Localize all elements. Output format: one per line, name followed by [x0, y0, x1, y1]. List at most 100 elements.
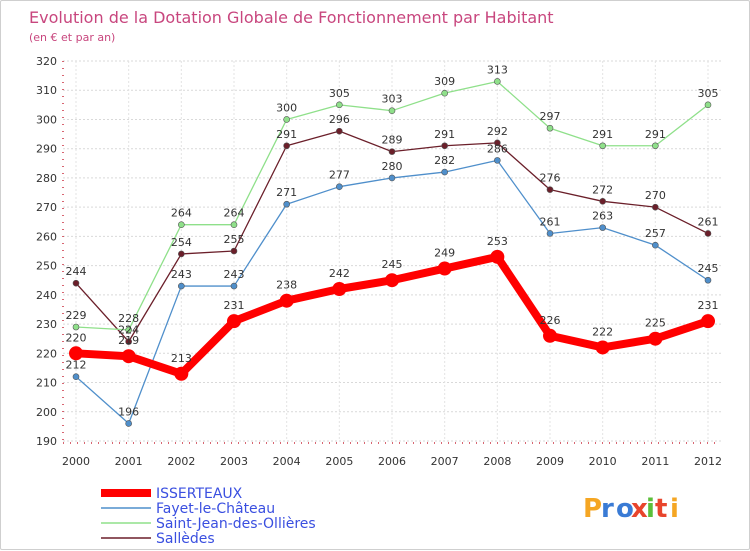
data-point: [704, 276, 712, 284]
data-label: 212: [66, 359, 87, 372]
data-label: 253: [487, 235, 508, 248]
x-tick-label: 2010: [589, 455, 617, 468]
data-label: 255: [224, 233, 245, 246]
data-label: 289: [382, 134, 403, 147]
logo-letter: P: [583, 494, 602, 524]
series-layer: [69, 78, 715, 427]
x-tick-label: 2011: [641, 455, 669, 468]
data-point: [72, 279, 80, 287]
data-label: 243: [171, 268, 192, 281]
y-tick-label: 210: [36, 377, 57, 390]
y-tick-label: 320: [36, 55, 57, 68]
data-point: [543, 328, 557, 343]
data-label: 296: [329, 113, 350, 126]
x-tick-label: 2000: [62, 455, 90, 468]
x-tick-label: 2007: [431, 455, 459, 468]
y-tick-label: 260: [36, 230, 57, 243]
data-point: [178, 221, 185, 228]
data-label: 291: [592, 128, 613, 141]
x-tick-label: 2005: [325, 455, 353, 468]
data-label: 231: [698, 299, 719, 312]
x-tick-label: 2012: [694, 455, 722, 468]
data-point: [704, 230, 712, 237]
data-point: [336, 183, 343, 190]
data-point: [652, 203, 659, 211]
data-point: [385, 273, 399, 288]
data-label-layer: 244 224 254 255 291 296 289 291 292 276 272 270 261 2…: [66, 63, 719, 418]
data-point: [599, 224, 606, 231]
legend-label: Saint-Jean-des-Ollières: [156, 516, 316, 532]
x-tick-label: 2001: [115, 455, 143, 468]
data-label: 286: [487, 142, 508, 155]
data-label: 297: [540, 110, 561, 123]
data-point: [441, 168, 448, 176]
data-label: 257: [645, 227, 666, 240]
y-tick-label: 290: [36, 143, 57, 156]
data-point: [652, 241, 659, 249]
data-point: [441, 142, 448, 150]
data-point: [227, 314, 241, 329]
legend: ISSERTEAUXFayet-le-ChâteauSaint-Jean-des…: [101, 486, 316, 547]
data-label: 242: [329, 267, 350, 280]
y-tick-label: 220: [36, 347, 57, 360]
data-label: 264: [171, 207, 192, 220]
data-label: 291: [276, 128, 297, 141]
data-point: [336, 101, 343, 109]
data-point: [441, 89, 448, 97]
data-label: 300: [276, 101, 297, 114]
data-label: 261: [540, 215, 561, 228]
data-point: [648, 331, 663, 346]
data-label: 245: [382, 258, 403, 271]
data-point: [283, 200, 290, 208]
data-label: 303: [382, 93, 403, 106]
data-point: [652, 142, 659, 150]
data-point: [336, 127, 343, 135]
x-tick-label: 2006: [378, 455, 406, 468]
data-label: 229: [66, 309, 87, 322]
data-point: [388, 107, 396, 114]
data-point: [121, 349, 136, 364]
x-tick-label: 2004: [273, 455, 301, 468]
legend-label: ISSERTEAUX: [156, 486, 243, 502]
data-point: [704, 101, 712, 109]
data-label: 276: [540, 172, 561, 185]
data-label: 291: [434, 128, 455, 141]
y-tick-label: 250: [36, 260, 57, 273]
data-label: 224: [118, 324, 139, 337]
x-tick-label: 2002: [167, 455, 195, 468]
data-point: [494, 139, 501, 147]
data-point: [546, 230, 554, 237]
x-tick-label: 2008: [483, 455, 511, 468]
logo-letter: x: [631, 494, 648, 524]
data-label: 282: [434, 154, 455, 167]
data-point: [388, 174, 396, 182]
data-label: 238: [276, 279, 297, 292]
data-label: 313: [487, 63, 508, 76]
data-point: [494, 78, 501, 85]
data-label: 264: [224, 207, 245, 220]
legend-label: Fayet-le-Château: [156, 501, 275, 517]
data-point: [72, 323, 80, 331]
logo-letter: t: [655, 494, 667, 524]
logo-letter: i: [646, 494, 655, 524]
y-tick-label: 280: [36, 172, 57, 185]
data-label: 280: [382, 160, 403, 173]
data-label: 225: [645, 317, 666, 330]
data-label: 220: [66, 331, 87, 344]
data-point: [283, 142, 290, 150]
logo-letter: r: [601, 494, 614, 524]
data-point: [490, 249, 505, 264]
data-point: [546, 124, 554, 132]
data-point: [230, 282, 238, 290]
data-point: [125, 338, 132, 345]
data-point: [599, 198, 606, 205]
logo-letter: o: [616, 494, 634, 524]
data-point: [437, 261, 452, 276]
data-label: 243: [224, 268, 245, 281]
data-label: 261: [698, 215, 719, 228]
proxiti-logo: Pr oxi t i: [583, 494, 679, 524]
data-label: 222: [592, 325, 613, 338]
data-label: 263: [592, 210, 613, 223]
data-label: 272: [592, 183, 613, 196]
